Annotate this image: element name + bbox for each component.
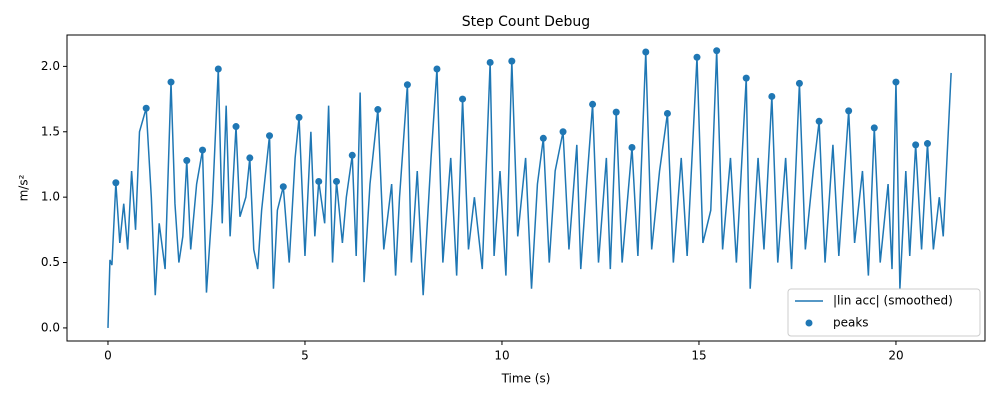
y-tick-label: 1.5 <box>41 124 60 138</box>
peak-point <box>486 58 494 66</box>
peak-point <box>214 65 222 73</box>
data-line <box>107 50 952 328</box>
peak-point <box>795 79 803 87</box>
x-tick-label: 5 <box>301 349 309 363</box>
legend-box <box>787 288 981 337</box>
peak-point <box>663 109 671 117</box>
peak-point <box>167 78 175 86</box>
peak-point <box>892 78 900 86</box>
peak-point <box>768 92 776 100</box>
plot-frame <box>66 34 986 342</box>
y-tick-label: 1.0 <box>41 190 60 204</box>
y-axis-label: m/s² <box>17 174 31 201</box>
y-tick-label: 2.0 <box>41 59 60 73</box>
y-tick-label: 0.5 <box>41 255 60 269</box>
x-tick-label: 10 <box>494 349 509 363</box>
peak-point <box>246 154 254 162</box>
peak-point <box>403 81 411 89</box>
peak-point <box>508 57 516 65</box>
legend-label: peaks <box>833 316 869 330</box>
peak-point <box>870 124 878 132</box>
peak-point <box>266 132 274 140</box>
chart-title: Step Count Debug <box>462 14 590 30</box>
peak-point <box>183 157 191 165</box>
peak-point <box>628 143 636 151</box>
peak-point <box>295 113 303 121</box>
peak-point <box>199 146 207 154</box>
peak-point <box>315 177 323 185</box>
peak-point <box>459 95 467 103</box>
y-tick-label: 0.0 <box>41 320 60 334</box>
legend-marker <box>805 319 813 327</box>
peak-point <box>815 117 823 125</box>
x-axis-label: Time (s) <box>501 372 551 386</box>
x-tick-label: 15 <box>691 349 706 363</box>
x-tick-label: 20 <box>888 349 903 363</box>
peak-point <box>332 177 340 185</box>
peak-point <box>693 53 701 61</box>
peak-point <box>374 106 382 114</box>
peak-point <box>279 183 287 191</box>
x-tick-label: 0 <box>104 349 112 363</box>
peak-point <box>742 74 750 82</box>
peak-point <box>348 151 356 159</box>
peak-point <box>112 179 120 187</box>
peak-point <box>612 108 620 116</box>
peak-point <box>433 65 441 73</box>
peak-point <box>539 134 547 142</box>
peak-point <box>845 107 853 115</box>
peak-point <box>912 141 920 149</box>
peak-point <box>923 140 931 148</box>
peak-point <box>713 47 721 55</box>
peak-point <box>142 104 150 112</box>
legend-label: |lin acc| (smoothed) <box>833 294 953 308</box>
peak-point <box>642 48 650 56</box>
peak-point <box>559 128 567 136</box>
peak-point <box>589 100 597 108</box>
peak-point <box>232 123 240 131</box>
